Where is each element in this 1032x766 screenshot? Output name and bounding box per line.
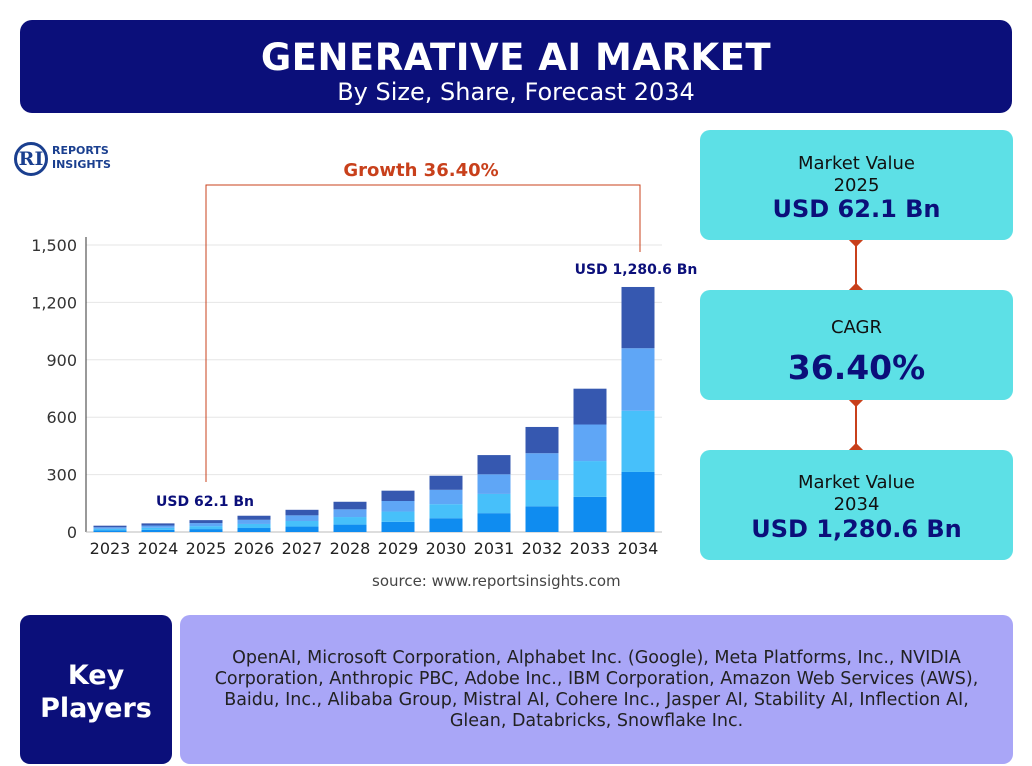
bar-segment [429, 504, 463, 519]
bar-segment [285, 509, 319, 516]
brand-logo: RI REPORTS INSIGHTS [14, 142, 134, 178]
bar-segment [333, 509, 367, 518]
bar-segment [573, 461, 607, 497]
bar-segment [141, 529, 175, 532]
bar-segment [621, 348, 655, 411]
bar-segment [477, 513, 511, 532]
logo-line-1: REPORTS [52, 144, 109, 157]
logo-text: REPORTS INSIGHTS [52, 144, 111, 172]
page-subtitle: By Size, Share, Forecast 2034 [337, 78, 695, 106]
bar-segment [285, 521, 319, 527]
bar-segment [477, 474, 511, 494]
key-players-heading: Key Players [20, 615, 172, 764]
x-tick-label: 2028 [330, 539, 371, 558]
x-tick-label: 2025 [186, 539, 227, 558]
bar-segment [237, 528, 271, 532]
header-banner: GENERATIVE AI MARKET By Size, Share, For… [20, 20, 1012, 113]
x-tick-label: 2031 [474, 539, 515, 558]
growth-bracket [205, 184, 641, 482]
bar-segment [381, 501, 415, 512]
bar-segment [141, 527, 175, 530]
bar-segment [285, 515, 319, 522]
bar-segment [93, 527, 127, 529]
bar-segment [525, 426, 559, 454]
kpi-value: 36.40% [787, 348, 926, 387]
bar-segment [381, 490, 415, 502]
bar-segment [477, 493, 511, 514]
bar-segment [525, 453, 559, 481]
kpi-market-value-2034: Market Value 2034 USD 1,280.6 Bn [700, 450, 1013, 560]
key-players-panel: OpenAI, Microsoft Corporation, Alphabet … [180, 615, 1013, 764]
y-tick-label: 1,500 [31, 236, 77, 255]
logo-line-2: INSIGHTS [52, 158, 111, 171]
connector-line-1 [855, 240, 857, 290]
bar-segment [333, 524, 367, 532]
bar-segment [93, 528, 127, 531]
x-tick-label: 2030 [426, 539, 467, 558]
bar-segment [141, 523, 175, 526]
kpi-value: USD 62.1 Bn [772, 195, 941, 223]
bar-segment [477, 455, 511, 475]
y-tick-label: 900 [46, 351, 77, 370]
page-title: GENERATIVE AI MARKET [260, 36, 772, 79]
x-tick-label: 2023 [90, 539, 131, 558]
end-value-label: USD 1,280.6 Bn [575, 262, 698, 278]
bar-segment [285, 526, 319, 532]
connector-line-2 [855, 400, 857, 450]
bar-segment [381, 521, 415, 532]
bar-segment [189, 520, 223, 524]
bar-segment [237, 515, 271, 520]
kpi-value: USD 1,280.6 Bn [751, 515, 962, 543]
bar-segment [429, 475, 463, 490]
bar-segment [189, 526, 223, 530]
y-tick-label: 600 [46, 408, 77, 427]
bar-segment [93, 525, 127, 528]
bar-segment [189, 523, 223, 527]
bar-segment [93, 530, 127, 532]
kpi-cagr: CAGR 36.40% [700, 290, 1013, 400]
kpi-market-value-2025: Market Value 2025 USD 62.1 Bn [700, 130, 1013, 240]
x-tick-label: 2034 [618, 539, 659, 558]
bar-segment [189, 529, 223, 532]
bar-segment [141, 525, 175, 528]
bar-segment [525, 506, 559, 532]
key-players-list: OpenAI, Microsoft Corporation, Alphabet … [214, 647, 979, 731]
bar-segment [621, 410, 655, 472]
x-tick-label: 2032 [522, 539, 563, 558]
y-tick-label: 1,200 [31, 293, 77, 312]
bar-segment [429, 518, 463, 532]
growth-label: Growth 36.40% [343, 160, 498, 181]
y-tick-label: 300 [46, 466, 77, 485]
kpi-year: 2034 [833, 494, 880, 515]
x-tick-label: 2027 [282, 539, 323, 558]
logo-mark-icon: RI [14, 142, 48, 176]
kpi-label: Market Value [797, 153, 916, 174]
key-players-heading-line-1: Key [67, 660, 125, 691]
bar-segment [429, 489, 463, 505]
bar-segment [237, 519, 271, 524]
kpi-year: 2025 [833, 175, 880, 196]
bar-segment [573, 496, 607, 532]
x-tick-label: 2026 [234, 539, 275, 558]
bar-segment [573, 388, 607, 425]
bar-segment [237, 523, 271, 529]
stacked-bar-chart: 0 300 600 900 1,200 1,500 2023 2024 2025 2026 2027… [31, 160, 698, 558]
bar-segment [573, 424, 607, 462]
bar-segment [333, 517, 367, 525]
x-tick-label: 2033 [570, 539, 611, 558]
start-value-label: USD 62.1 Bn [156, 494, 254, 510]
bar-segment [621, 286, 655, 349]
bar-segment [333, 501, 367, 510]
source-note: source: www.reportsinsights.com [372, 572, 621, 590]
kpi-label: CAGR [830, 317, 883, 338]
x-tick-label: 2029 [378, 539, 419, 558]
x-tick-label: 2024 [138, 539, 179, 558]
y-tick-label: 0 [67, 523, 77, 542]
key-players-heading-line-2: Players [40, 693, 152, 724]
bar-segment [621, 471, 655, 532]
kpi-label: Market Value [797, 472, 916, 493]
bar-segment [381, 511, 415, 522]
bar-segment [525, 480, 559, 507]
